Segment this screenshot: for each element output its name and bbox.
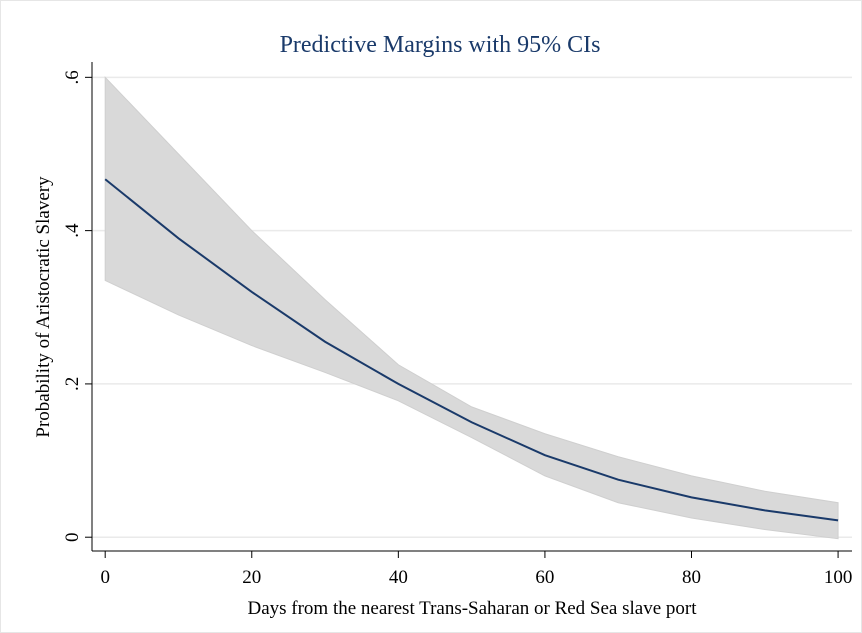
line [104,178,839,522]
x-tick-label: 0 [100,567,110,588]
y-tick-label: .4 [62,223,83,238]
y-tick-label: .2 [62,377,83,391]
ci-band [104,76,839,540]
y-axis-label: Probability of Aristocratic Slavery [33,176,54,438]
x-tick-label: 80 [682,567,701,588]
x-tick-label: 20 [242,567,261,588]
x-tick-label: 40 [389,567,408,588]
y-tick-label: 0 [62,532,83,542]
x-tick-label: 60 [535,567,554,588]
x-tick-label: 100 [824,567,853,588]
x-axis-label: Days from the nearest Trans-Saharan or R… [247,598,697,619]
y-tick-label: .6 [62,70,83,84]
chart-title: Predictive Margins with 95% CIs [280,32,601,58]
